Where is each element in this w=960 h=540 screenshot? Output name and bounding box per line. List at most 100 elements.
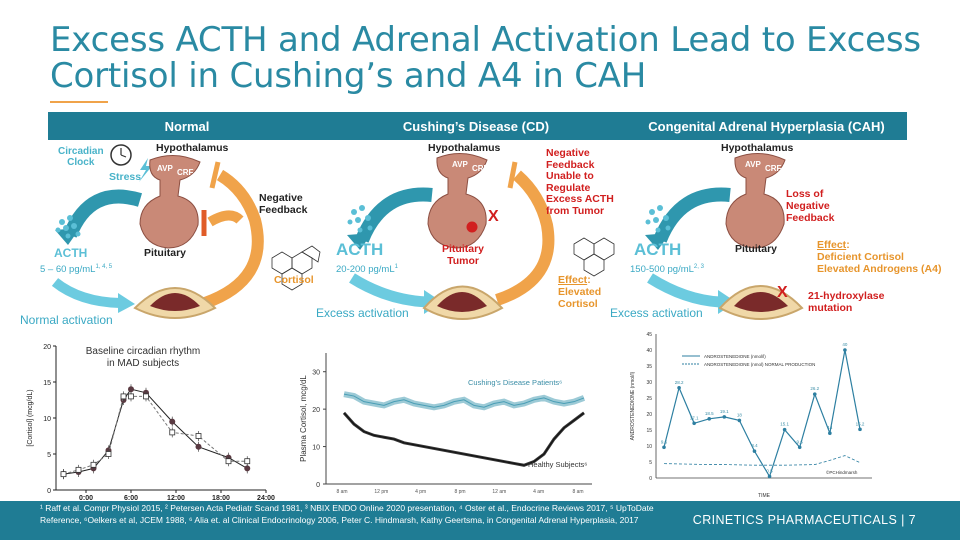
chart3-y-tick-label: 25 xyxy=(646,396,652,402)
cd-range-sup: 1 xyxy=(394,264,398,270)
pituitary-tumor-line-2: Tumor xyxy=(447,255,479,267)
normal-teal-arc xyxy=(63,189,143,238)
chart1-x-tick-label: 6:00 xyxy=(124,495,138,500)
normal-blue-arrow xyxy=(51,278,121,308)
cd-neg-line-3: Unable to xyxy=(546,170,594,182)
chart3-y-tick-label: 15 xyxy=(646,428,652,434)
chart3-point xyxy=(843,348,847,352)
normal-pituitary-shape xyxy=(139,155,201,249)
chart3-y-tick-label: 40 xyxy=(646,348,652,354)
cd-crf-label: CRF xyxy=(472,164,489,173)
cah-effect-line-2: Elevated Androgens (A4) xyxy=(817,263,942,275)
loss-line-1: Loss of xyxy=(786,188,824,200)
cd-x-mark: X xyxy=(488,208,499,225)
chart3-point-label: 14 xyxy=(827,425,833,430)
normal-activation-label: Normal activation xyxy=(20,313,113,327)
chart1-point xyxy=(195,433,202,439)
chart2-x-tick-label: 8 pm xyxy=(454,489,465,495)
chart1-point xyxy=(244,458,251,465)
normal-diagram xyxy=(51,144,321,319)
chart3-point-label: 19.1 xyxy=(720,409,729,414)
chart3-point-label: 28.2 xyxy=(675,380,684,385)
chart2-series-line xyxy=(343,393,585,408)
normal-crf-label: CRF xyxy=(177,168,194,177)
cah-crf-label: CRF xyxy=(765,164,782,173)
chart3-point xyxy=(707,417,712,421)
chart1-point xyxy=(225,458,232,465)
circadian-clock-label: Circadian Clock xyxy=(58,146,104,168)
normal-hypothalamus-label: Hypothalamus xyxy=(156,142,229,154)
cd-effect-label: Effect: Elevated Cortisol xyxy=(558,274,602,310)
chart3-point xyxy=(677,385,681,390)
chart3-point-label: 9.6 xyxy=(797,439,804,444)
chart3-point-label: 26.2 xyxy=(810,386,819,391)
normal-pituitary-label: Pituitary xyxy=(144,247,187,259)
chart3-point xyxy=(722,415,727,419)
loss-line-3: Feedback xyxy=(786,212,835,224)
lightning-icon xyxy=(139,158,152,182)
cd-range-text: 20-200 pg/mL xyxy=(336,264,395,276)
chart1-y-label: [Cortisol] (mcg/dL) xyxy=(27,389,34,446)
chart1-y-tick-label: 20 xyxy=(43,344,51,351)
header-cah: Congenital Adrenal Hyperplasia (CAH) xyxy=(648,118,885,134)
cd-activation-label: Excess activation xyxy=(316,306,409,320)
chart3-point-label: 40 xyxy=(842,342,848,347)
chart1-title-line-1: Baseline circadian rhythm xyxy=(85,346,201,357)
chart3-point-label: 0.5 xyxy=(766,468,773,473)
chart3-y-tick-label: 5 xyxy=(649,460,652,466)
normal-avp-label: AVP xyxy=(157,164,173,173)
chart3-point xyxy=(782,427,787,432)
chart1-y-tick-label: 0 xyxy=(47,488,51,495)
chart2-x-tick-label: 8 am xyxy=(572,489,583,495)
footer-bar xyxy=(0,501,960,540)
header-cushings: Cushing’s Disease (CD) xyxy=(402,118,550,134)
chart-cushings: 0 10 20 30 8 am 12 pm 4 pm 8 pm 12 am 4 am 8 am Pla… xyxy=(296,345,606,500)
mutation-line-2: mutation xyxy=(808,302,853,314)
cd-avp-label: AVP xyxy=(452,160,468,169)
chart3-y-tick-label: 10 xyxy=(646,444,652,450)
chart3-watermark: ©PCHindmarsh xyxy=(826,469,858,475)
tumor-dot xyxy=(466,221,478,233)
feedback-text: Feedback xyxy=(259,204,308,216)
chart3-svg: 0 5 10 15 20 25 30 35 40 45 ANDROSTENEDIONE (nmol/… xyxy=(630,332,872,499)
header-normal: Normal xyxy=(164,118,210,134)
column-header-bar: Normal Cushing’s Disease (CD) Congenital… xyxy=(48,112,907,140)
chart2-series-line xyxy=(343,412,585,466)
chart3-point xyxy=(752,449,757,453)
normal-acth-label: ACTH xyxy=(54,246,88,260)
stress-label: Stress xyxy=(109,171,142,183)
chart3-point xyxy=(797,445,802,450)
chart2-y-tick-label: 30 xyxy=(312,370,320,377)
chart2-y-tick-label: 0 xyxy=(316,482,320,489)
cah-panel: Hypothalamus AVP CRF Loss of Negative Fe… xyxy=(610,140,960,336)
chart3-series-line xyxy=(663,349,861,478)
loss-of-feedback-label: Loss of Negative Feedback xyxy=(786,188,834,224)
cd-neg-line-2: Feedback xyxy=(546,158,595,171)
chart3-point-label: 8.4 xyxy=(751,443,758,448)
chart3-x-label: TIME xyxy=(758,493,771,499)
chart3-legend-2: ANDROSTENEDIONE (nmol) NORMAL PRODUCTION xyxy=(704,362,815,367)
cd-negative-feedback-label: Negative Feedback Unable to Regulate Exc… xyxy=(546,147,614,217)
cd-acth-label: ACTH xyxy=(336,240,384,259)
title-line-2: Cortisol in Cushing’s and A4 in CAH xyxy=(50,56,647,96)
cah-activation-label: Excess activation xyxy=(610,306,703,320)
chart3-point-label: 15.1 xyxy=(780,422,789,427)
chart1-point xyxy=(244,465,251,472)
chart2-y-tick-label: 10 xyxy=(312,445,320,452)
chart1-point xyxy=(128,393,134,400)
chart3-point-label: 9.6 xyxy=(661,439,668,444)
negative-feedback-label: Negative Feedback xyxy=(259,192,307,216)
cd-hypothalamus-label: Hypothalamus xyxy=(428,142,501,154)
chart2-legend-cushings: Cushing’s Disease Patients⁶ xyxy=(468,378,562,387)
chart3-point xyxy=(692,421,696,426)
cah-avp-label: AVP xyxy=(745,160,761,169)
chart3-y-tick-label: 35 xyxy=(646,364,652,370)
normal-feedback-arc xyxy=(202,169,264,309)
circadian-text: Circadian xyxy=(58,146,104,157)
chart3-series-line xyxy=(663,455,861,466)
chart2-x-tick-label: 12 am xyxy=(492,489,506,495)
chart2-y-tick-label: 20 xyxy=(312,407,320,414)
chart3-point xyxy=(828,431,832,435)
chart2-x-tick-label: 8 am xyxy=(336,489,347,495)
chart3-point xyxy=(662,445,666,450)
